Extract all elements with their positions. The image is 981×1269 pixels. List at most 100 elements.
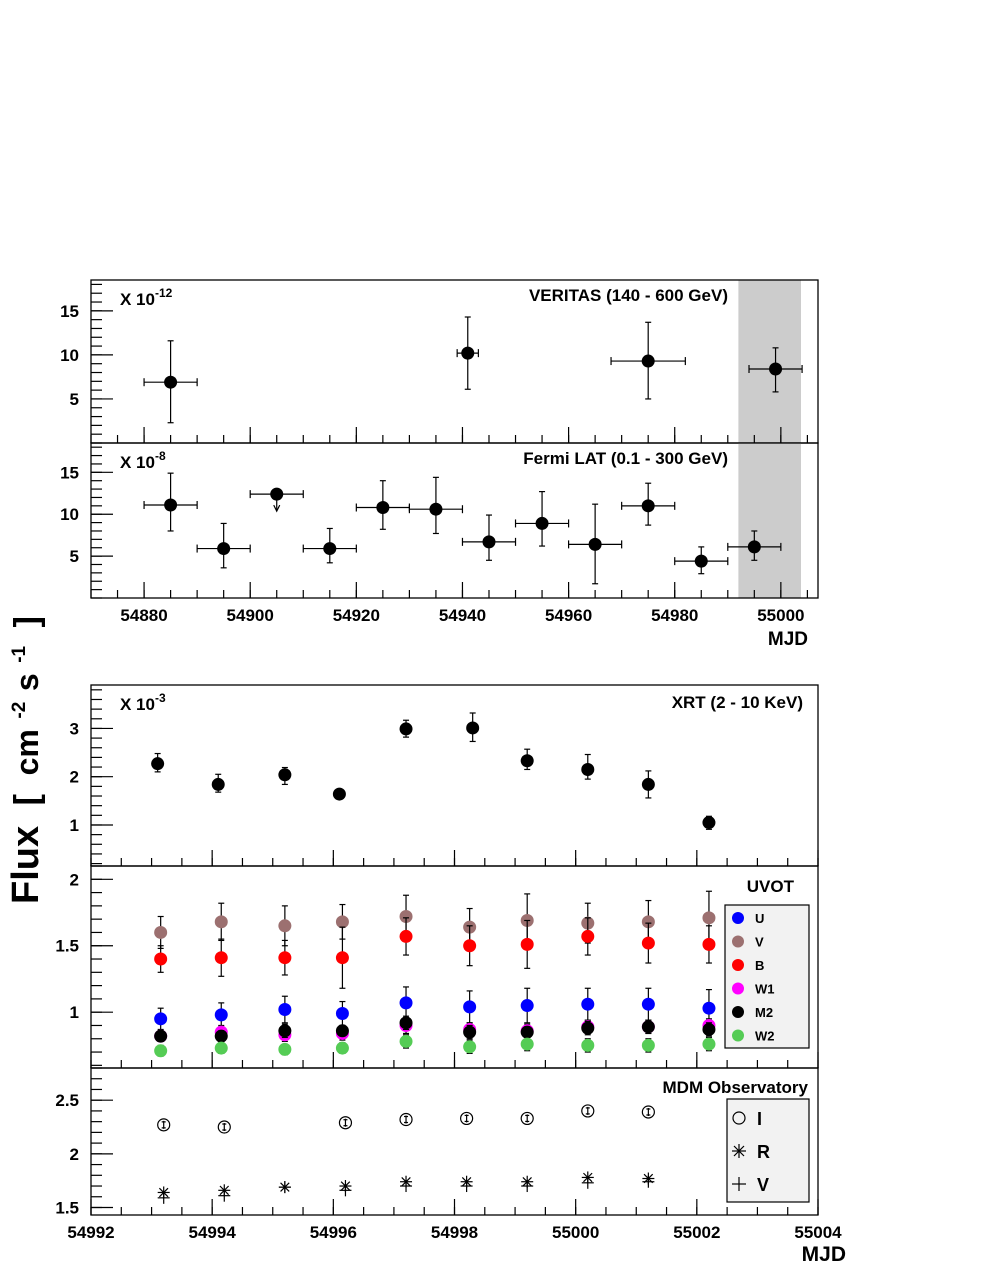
panel-title: XRT (2 - 10 KeV) xyxy=(672,693,803,712)
xrt-panel: 1 2 3 X 10-3 XRT (2 - 10 KeV) xyxy=(70,684,819,867)
legend-label: R xyxy=(757,1142,770,1162)
x-axis-label: MJD xyxy=(802,1243,846,1266)
data-point xyxy=(399,722,413,736)
y-axis-label-exp1: -2 xyxy=(9,702,30,719)
legend-label: M2 xyxy=(755,1005,773,1020)
y-tick-label: 1 xyxy=(70,1003,79,1022)
data-point-u xyxy=(520,999,534,1013)
data-point xyxy=(535,516,549,530)
y-tick-label: 10 xyxy=(60,346,79,365)
legend-marker xyxy=(732,935,744,948)
data-point xyxy=(702,816,716,830)
legend-marker xyxy=(732,1006,744,1018)
y-tick-label: 1.5 xyxy=(55,1198,79,1217)
data-point xyxy=(376,501,390,515)
y-multiplier: X 10-8 xyxy=(120,449,166,472)
data-point-u xyxy=(335,1007,349,1021)
panel-title: VERITAS (140 - 600 GeV) xyxy=(529,286,728,305)
legend-label: V xyxy=(757,1175,769,1195)
y-multiplier-base: X 10 xyxy=(120,290,155,309)
y-multiplier: X 10-3 xyxy=(120,691,166,714)
y-axis-label-open-bracket: [ xyxy=(8,794,46,805)
legend-box xyxy=(724,904,810,1049)
marker-open-circle xyxy=(338,1116,353,1130)
data-point-u xyxy=(278,1003,292,1017)
y-tick-label: 1 xyxy=(70,816,79,835)
uvot-panel: 1 1.5 2 UVOT UVB W1 M2 W2 xyxy=(55,865,819,1069)
data-point-u xyxy=(214,1008,228,1022)
y-tick-label: 2 xyxy=(70,768,79,787)
data-point-w2 xyxy=(399,1034,413,1048)
y-tick-label: 5 xyxy=(70,390,79,409)
x-tick-label: 54998 xyxy=(431,1223,478,1242)
shaded-region xyxy=(738,280,801,443)
legend-marker xyxy=(732,982,744,995)
data-point-w2 xyxy=(641,1038,655,1052)
data-point-m2 xyxy=(399,1016,413,1030)
data-point xyxy=(588,537,602,551)
data-point-m2 xyxy=(520,1025,534,1039)
x-tick-label: 54880 xyxy=(120,606,167,625)
y-multiplier-exponent: -3 xyxy=(155,691,166,705)
marker-open-circle xyxy=(520,1111,534,1126)
y-tick-label: 2.5 xyxy=(55,1091,79,1110)
data-point-m2 xyxy=(702,1022,716,1036)
data-point-w2 xyxy=(154,1044,168,1058)
marker-open-circle xyxy=(157,1118,171,1132)
data-point xyxy=(641,777,655,791)
data-point-v xyxy=(399,910,413,923)
data-point-w2 xyxy=(581,1038,595,1052)
y-multiplier: X 10-12 xyxy=(120,286,173,309)
data-point xyxy=(211,777,225,791)
y-tick-label: 15 xyxy=(60,463,79,482)
data-point-m2 xyxy=(278,1024,292,1038)
y-axis-label-flux: Flux xyxy=(5,826,47,904)
data-point-b xyxy=(214,951,228,965)
data-point xyxy=(581,762,595,776)
data-point xyxy=(278,768,292,782)
legend-label: W2 xyxy=(755,1029,775,1044)
data-point xyxy=(747,540,761,554)
data-point-u xyxy=(463,1000,477,1014)
data-point-b xyxy=(641,936,655,950)
y-multiplier-base: X 10 xyxy=(120,453,155,472)
data-point-b xyxy=(702,937,716,951)
data-point-v xyxy=(335,915,349,929)
legend-marker xyxy=(732,1029,744,1042)
x-tick-label: 54980 xyxy=(651,606,698,625)
y-multiplier-exponent: -8 xyxy=(155,449,166,463)
data-point xyxy=(151,757,165,771)
data-point xyxy=(466,721,480,735)
fermi-panel: 5 10 15 54880 54900 54920 54940 54960 54980 55000… xyxy=(60,442,819,650)
upper-limit-arrow-head xyxy=(273,504,281,513)
marker-open-circle xyxy=(581,1104,595,1118)
data-point xyxy=(323,542,337,556)
data-point xyxy=(769,362,783,376)
veritas-panel: 5 10 15 X 10-12 VERITAS (140 - 600 GeV) xyxy=(60,279,819,444)
y-axis-label-exp2: -1 xyxy=(9,645,30,662)
x-tick-label: 55000 xyxy=(757,606,804,625)
data-point xyxy=(217,542,231,556)
data-point-m2 xyxy=(154,1029,168,1043)
x-axis-label: MJD xyxy=(768,629,808,650)
panel-frame xyxy=(90,442,819,599)
x-tick-label: 54900 xyxy=(227,606,274,625)
panel-frame xyxy=(90,684,819,867)
legend-marker xyxy=(732,959,744,971)
y-multiplier-base: X 10 xyxy=(120,695,155,714)
data-point xyxy=(461,346,475,360)
y-tick-label: 5 xyxy=(70,547,79,566)
data-point-w2 xyxy=(702,1037,716,1051)
x-tick-label: 54994 xyxy=(189,1223,237,1242)
y-axis-label: Flux [ cm -2 s -1 ] xyxy=(0,616,47,904)
data-point-v xyxy=(641,915,655,929)
panel-title: UVOT xyxy=(747,877,795,896)
data-point-v xyxy=(214,915,228,929)
x-tick-label: 54920 xyxy=(333,606,380,625)
legend-label: U xyxy=(755,911,764,926)
legend-label: W1 xyxy=(755,982,775,997)
y-tick-label: 2 xyxy=(70,1145,79,1164)
data-point-u xyxy=(399,996,413,1010)
data-point-u xyxy=(581,997,595,1011)
